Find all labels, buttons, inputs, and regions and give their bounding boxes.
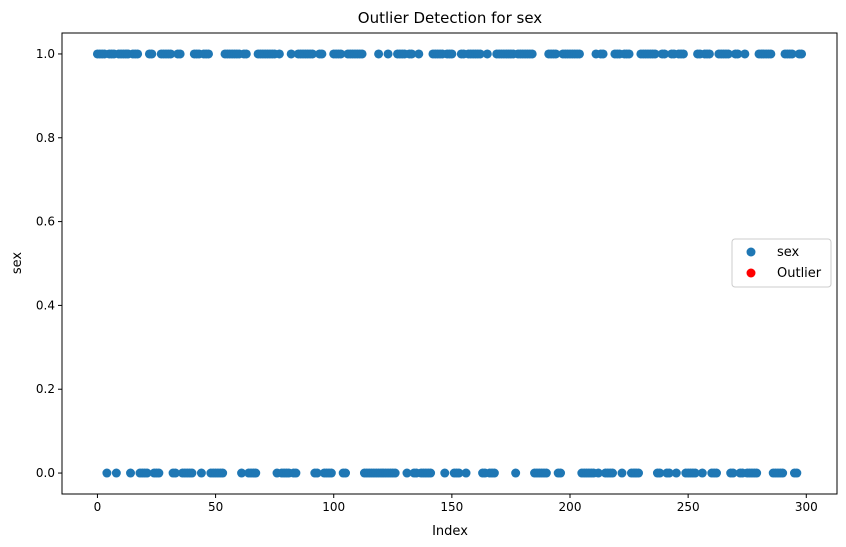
data-point-sex <box>317 49 327 59</box>
data-point-sex <box>203 49 213 59</box>
data-point-sex <box>711 468 721 478</box>
data-point-sex <box>766 49 776 59</box>
data-point-sex <box>196 468 206 478</box>
data-point-sex <box>312 468 322 478</box>
data-point-sex <box>402 468 412 478</box>
data-point-sex <box>111 468 121 478</box>
data-points <box>92 49 807 478</box>
legend-frame <box>731 238 832 288</box>
axis-ticks: 0 50 100 150 200 250 300 0.0 0.2 0.4 0.6 0.8 1.0 <box>36 47 818 514</box>
data-point-sex <box>341 468 351 478</box>
data-point-sex <box>170 468 180 478</box>
data-point-sex <box>274 49 284 59</box>
plot-area <box>61 32 838 495</box>
data-point-sex <box>142 468 152 478</box>
data-point-sex <box>704 49 714 59</box>
data-point-sex <box>752 468 762 478</box>
data-point-sex <box>574 49 584 59</box>
legend: sex Outlier <box>731 238 832 288</box>
y-axis-label: sex <box>10 252 25 275</box>
data-point-sex <box>475 49 485 59</box>
data-point-sex <box>660 49 670 59</box>
data-point-sex <box>678 49 688 59</box>
y-tick-label: 1.0 <box>36 47 55 61</box>
data-point-sex <box>383 49 393 59</box>
data-point-sex <box>175 49 185 59</box>
legend-marker-outlier <box>746 268 756 278</box>
data-point-sex <box>797 49 807 59</box>
legend-label-sex: sex <box>777 245 800 260</box>
data-point-sex <box>593 468 603 478</box>
data-point-sex <box>307 49 317 59</box>
y-tick-label: 0.6 <box>36 215 55 229</box>
data-point-sex <box>326 468 336 478</box>
data-point-sex <box>728 468 738 478</box>
y-tick-label: 0.0 <box>36 466 55 480</box>
data-point-sex <box>723 49 733 59</box>
chart-title: Outlier Detection for sex <box>358 9 543 27</box>
data-point-sex <box>787 49 797 59</box>
x-tick-label: 50 <box>208 500 223 514</box>
y-tick-label: 0.2 <box>36 382 55 396</box>
data-point-sex <box>241 49 251 59</box>
data-point-sex <box>147 49 157 59</box>
data-point-sex <box>482 49 492 59</box>
legend-label-outlier: Outlier <box>777 266 822 281</box>
data-point-sex <box>218 468 228 478</box>
y-tick-label: 0.4 <box>36 298 55 312</box>
x-tick-label: 250 <box>677 500 700 514</box>
data-point-sex <box>357 49 367 59</box>
data-point-sex <box>454 468 464 478</box>
data-point-sex <box>187 468 197 478</box>
data-point-sex <box>447 49 457 59</box>
data-point-sex <box>154 468 164 478</box>
data-point-sex <box>541 468 551 478</box>
data-point-sex <box>440 468 450 478</box>
data-point-sex <box>792 468 802 478</box>
data-point-sex <box>461 468 471 478</box>
data-point-sex <box>740 49 750 59</box>
data-point-sex <box>690 468 700 478</box>
data-point-sex <box>624 49 634 59</box>
data-point-sex <box>671 468 681 478</box>
data-point-sex <box>617 468 627 478</box>
data-point-sex <box>390 468 400 478</box>
data-point-sex <box>551 49 561 59</box>
data-point-sex <box>511 468 521 478</box>
data-point-sex <box>126 468 136 478</box>
x-axis-label: Index <box>432 524 468 539</box>
data-point-sex <box>489 468 499 478</box>
y-tick-label: 0.8 <box>36 131 55 145</box>
x-tick-label: 0 <box>94 500 102 514</box>
data-point-sex <box>166 49 176 59</box>
data-point-sex <box>291 468 301 478</box>
x-tick-label: 200 <box>559 500 582 514</box>
data-point-sex <box>598 49 608 59</box>
data-point-sex <box>634 468 644 478</box>
data-point-sex <box>608 468 618 478</box>
x-tick-label: 150 <box>440 500 463 514</box>
data-point-sex <box>336 49 346 59</box>
data-point-sex <box>778 468 788 478</box>
data-point-sex <box>655 468 665 478</box>
data-point-sex <box>237 468 247 478</box>
data-point-sex <box>556 468 566 478</box>
data-point-sex <box>697 468 707 478</box>
data-point-sex <box>286 49 296 59</box>
data-point-sex <box>733 49 743 59</box>
data-point-sex <box>374 49 384 59</box>
data-point-sex <box>527 49 537 59</box>
x-tick-label: 100 <box>322 500 345 514</box>
data-point-sex <box>414 49 424 59</box>
data-point-sex <box>102 468 112 478</box>
data-point-sex <box>664 468 674 478</box>
data-point-sex <box>426 468 436 478</box>
data-point-sex <box>407 49 417 59</box>
data-point-sex <box>650 49 660 59</box>
data-point-sex <box>133 49 143 59</box>
x-tick-label: 300 <box>795 500 818 514</box>
legend-marker-sex <box>746 247 756 257</box>
data-point-sex <box>251 468 261 478</box>
